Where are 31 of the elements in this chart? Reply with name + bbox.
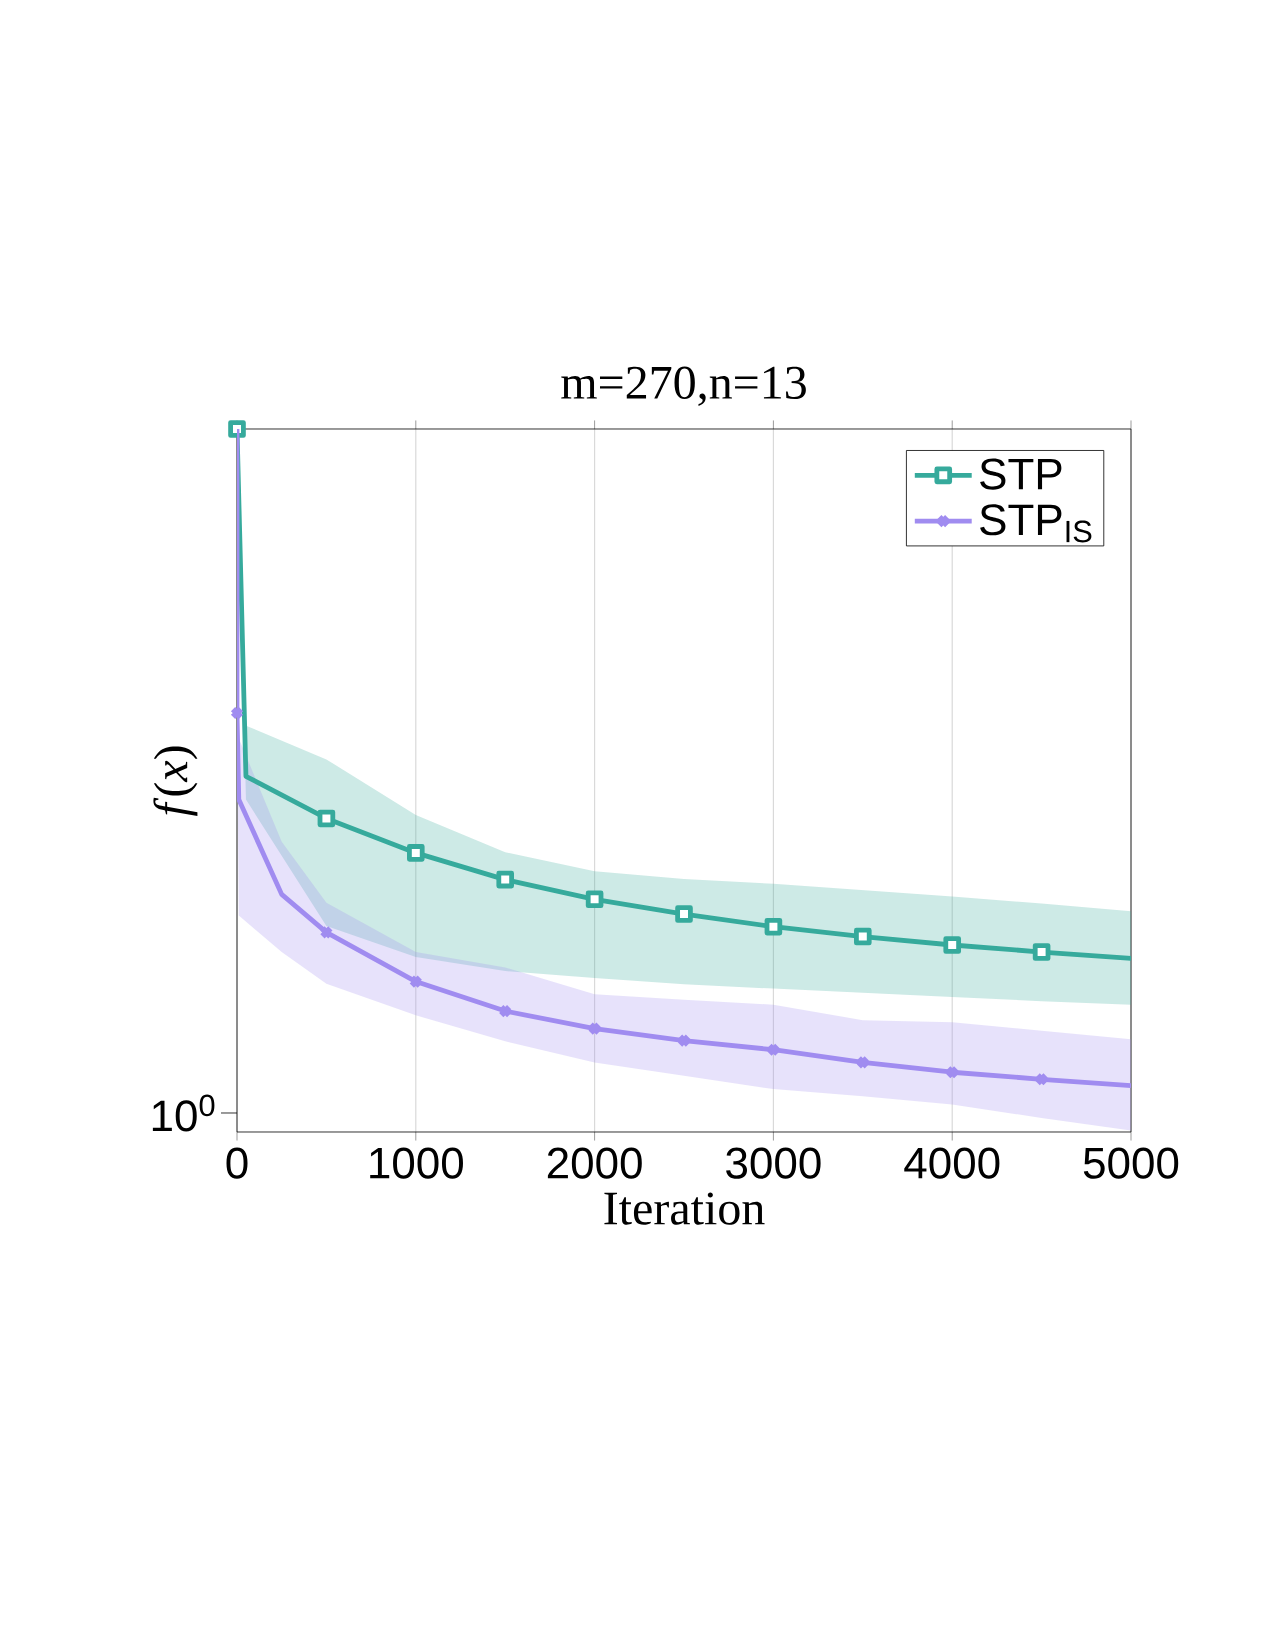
x-tick-label: 2000 [547,1147,642,1179]
x-tick-label: 0 [226,1147,248,1179]
x-tick-label: 3000 [726,1147,821,1179]
point [1034,1072,1049,1087]
point [764,917,783,936]
point [230,706,244,720]
point [408,974,423,989]
point [587,1021,602,1036]
point [496,870,515,889]
chart-title: m=270,n=13 [561,366,806,406]
y-axis-title: f(x) [153,746,198,817]
point [1032,943,1051,961]
x-axis-title: Iteration [604,1192,765,1225]
text: 10$^{0}$ [152,1094,215,1132]
x-tick-label: 4000 [904,1147,1000,1179]
point [407,844,425,862]
point [854,927,872,946]
point [585,890,604,909]
x-tick-label: 5000 [1083,1147,1179,1179]
legend-label: STP$_{IS}$ [980,504,1092,543]
point [319,925,334,940]
point [675,905,693,923]
point [855,1055,870,1070]
point [317,809,336,828]
point [945,1065,960,1080]
legend-label: STP [980,458,1062,490]
point [677,1033,691,1048]
point [943,936,962,954]
point [766,1042,781,1057]
point [498,1004,513,1019]
x-tick-label: 1000 [370,1147,463,1179]
